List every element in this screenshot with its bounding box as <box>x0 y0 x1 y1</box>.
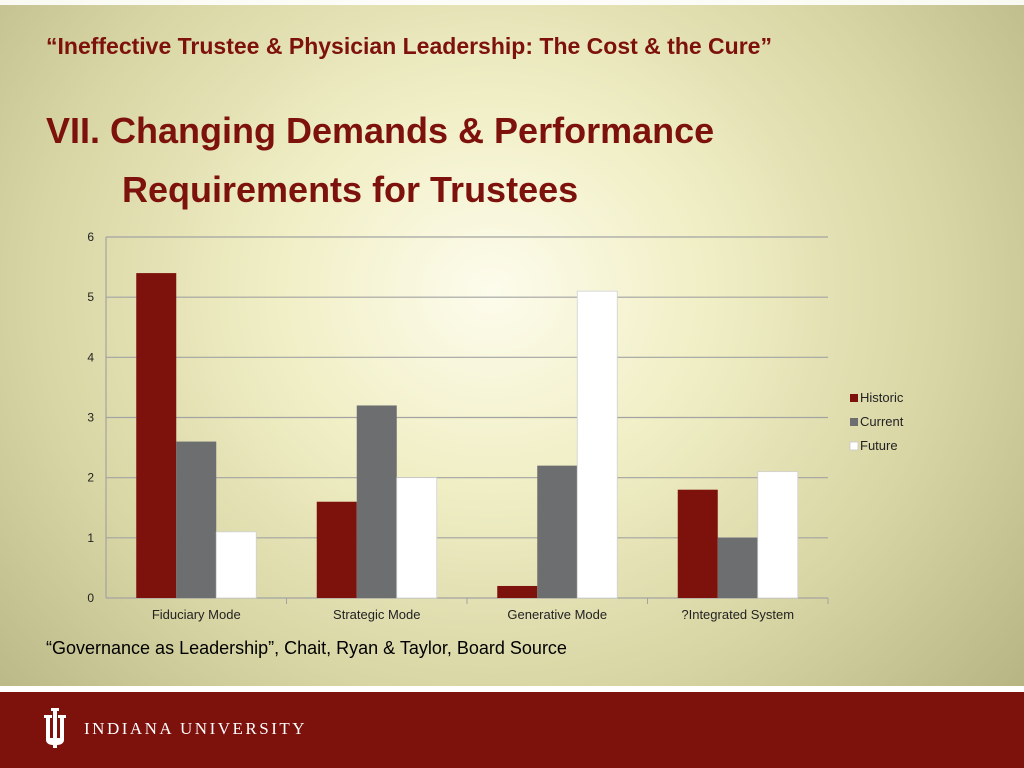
y-tick-label: 6 <box>87 230 94 244</box>
footer-bar: INDIANA UNIVERSITY <box>0 692 1024 768</box>
x-tick-label: Fiduciary Mode <box>152 607 241 622</box>
x-tick-label: ?Integrated System <box>681 607 794 622</box>
legend-label: Future <box>860 438 898 453</box>
top-rule <box>0 0 1024 5</box>
bar-historic <box>316 501 357 598</box>
bar-future <box>215 531 257 599</box>
bar-current <box>717 537 758 598</box>
legend-swatch <box>850 394 858 402</box>
presentation-subtitle: “Ineffective Trustee & Physician Leaders… <box>46 33 772 59</box>
x-tick-label: Strategic Mode <box>333 607 420 622</box>
y-tick-label: 3 <box>87 411 94 425</box>
legend-label: Historic <box>860 390 904 405</box>
bar-current <box>176 441 217 598</box>
legend-label: Current <box>860 414 904 429</box>
bar-historic <box>497 585 538 598</box>
y-tick-label: 1 <box>87 531 94 545</box>
source-citation: “Governance as Leadership”, Chait, Ryan … <box>46 638 567 658</box>
bar-current <box>356 405 397 598</box>
bar-future <box>576 290 618 599</box>
bar-future <box>396 477 438 599</box>
y-tick-label: 0 <box>87 591 94 605</box>
bar-current <box>537 465 578 598</box>
bar-future <box>757 471 799 599</box>
university-name: INDIANA UNIVERSITY <box>84 719 308 738</box>
bar-historic <box>677 489 718 598</box>
y-tick-label: 5 <box>87 290 94 304</box>
legend-swatch <box>850 418 858 426</box>
legend-swatch <box>849 441 859 451</box>
y-tick-label: 2 <box>87 471 94 485</box>
footer-divider <box>0 686 1024 692</box>
bar-historic <box>136 273 177 598</box>
bar-chart: 0 1 2 3 4 5 6 Fiduciary Mode Strategic Mode Gener… <box>87 230 904 622</box>
x-tick-label: Generative Mode <box>507 607 607 622</box>
y-tick-label: 4 <box>87 350 94 364</box>
slide-title-line-2: Requirements for Trustees <box>122 169 579 210</box>
slide-title-line-1: VII. Changing Demands & Performance <box>46 110 715 151</box>
iu-trident-logo-icon <box>44 708 66 748</box>
